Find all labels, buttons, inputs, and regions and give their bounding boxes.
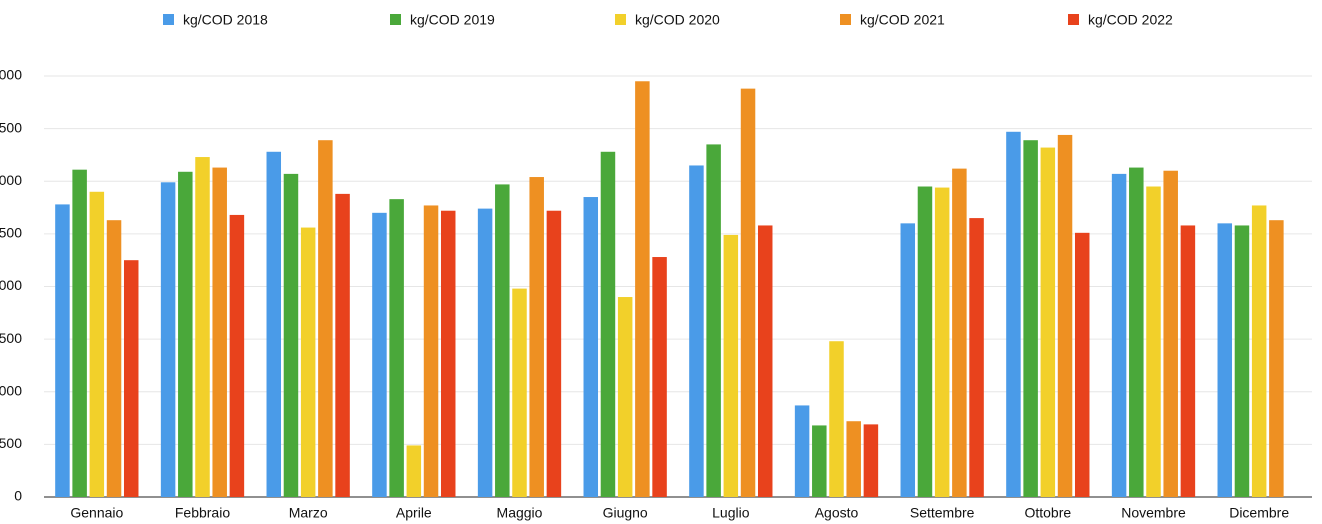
- x-tick-label: Dicembre: [1229, 505, 1289, 521]
- x-tick-label: Novembre: [1121, 505, 1186, 521]
- bar: [160, 182, 176, 498]
- bar: [229, 214, 245, 497]
- bar: [1129, 167, 1144, 497]
- bar: [1163, 170, 1178, 497]
- bar: [723, 234, 739, 498]
- legend-label: kg/COD 2020: [635, 12, 720, 28]
- bar: [846, 421, 861, 497]
- bar: [512, 288, 527, 497]
- bar: [689, 165, 704, 497]
- bar: [1269, 220, 1284, 497]
- x-tick-label: Aprile: [396, 505, 432, 521]
- legend-swatch: [390, 14, 401, 25]
- legend-swatch: [163, 14, 174, 25]
- y-tick-label: 4000: [0, 67, 22, 83]
- bar: [178, 171, 193, 497]
- bar: [212, 167, 227, 497]
- legend-label: kg/COD 2021: [860, 12, 945, 28]
- y-tick-label: 2000: [0, 277, 22, 293]
- x-tick-label: Marzo: [289, 505, 328, 521]
- bar: [1234, 225, 1250, 497]
- bar: [863, 424, 879, 497]
- x-tick-label: Luglio: [712, 505, 750, 521]
- bar: [740, 88, 756, 497]
- bar: [389, 199, 404, 497]
- bar: [1023, 140, 1038, 497]
- y-tick-label: 0: [14, 488, 22, 504]
- x-tick-label: Maggio: [497, 505, 543, 521]
- bar: [123, 260, 139, 497]
- bar: [266, 151, 282, 497]
- bar: [406, 445, 422, 497]
- bar: [529, 177, 544, 498]
- bar: [1251, 205, 1267, 497]
- x-tick-label: Gennaio: [70, 505, 123, 521]
- bar: [1217, 223, 1233, 497]
- bar: [812, 425, 827, 497]
- bar: [1111, 173, 1127, 497]
- bar: [757, 225, 773, 497]
- bar: [1074, 232, 1090, 497]
- bar: [495, 184, 510, 497]
- bar: [635, 81, 650, 497]
- bar: [423, 205, 439, 497]
- bar: [934, 187, 950, 497]
- bar: [335, 193, 350, 497]
- bar: [900, 223, 916, 497]
- legend-swatch: [840, 14, 851, 25]
- bar: [89, 191, 105, 497]
- bar: [1057, 134, 1073, 497]
- bar: [617, 297, 633, 497]
- bar: [600, 151, 616, 497]
- bar: [583, 197, 599, 497]
- bar: [952, 168, 967, 497]
- x-tick-label: Ottobre: [1024, 505, 1071, 521]
- y-tick-label: 2500: [0, 225, 22, 241]
- bar: [106, 220, 122, 497]
- y-tick-label: 500: [0, 435, 22, 451]
- x-tick-label: Febbraio: [175, 505, 230, 521]
- bar: [372, 212, 387, 497]
- legend-swatch: [1068, 14, 1079, 25]
- bar: [477, 208, 493, 498]
- y-tick-label: 3500: [0, 119, 22, 135]
- bar: [1180, 225, 1196, 497]
- bar: [1006, 131, 1021, 497]
- bar: [706, 144, 721, 497]
- bar: [546, 210, 562, 497]
- bar: [1146, 186, 1161, 497]
- legend-label: kg/COD 2018: [183, 12, 268, 28]
- y-tick-label: 3000: [0, 172, 22, 188]
- bar: [195, 157, 210, 498]
- bar: [652, 257, 667, 497]
- bar: [829, 341, 844, 497]
- bar: [318, 140, 333, 497]
- legend-swatch: [615, 14, 626, 25]
- x-tick-label: Settembre: [910, 505, 975, 521]
- x-tick-label: Giugno: [603, 505, 648, 521]
- bar: [917, 186, 933, 497]
- y-tick-label: 1000: [0, 382, 22, 398]
- bar: [1040, 147, 1056, 497]
- bar: [969, 218, 984, 497]
- bar: [794, 405, 810, 497]
- legend-label: kg/COD 2019: [410, 12, 495, 28]
- bar: [440, 210, 456, 497]
- bar: [72, 169, 87, 498]
- bar: [55, 204, 70, 497]
- bar: [300, 227, 316, 497]
- x-tick-label: Agosto: [815, 505, 859, 521]
- bar: [283, 173, 299, 497]
- legend-label: kg/COD 2022: [1088, 12, 1173, 28]
- y-tick-label: 1500: [0, 330, 22, 346]
